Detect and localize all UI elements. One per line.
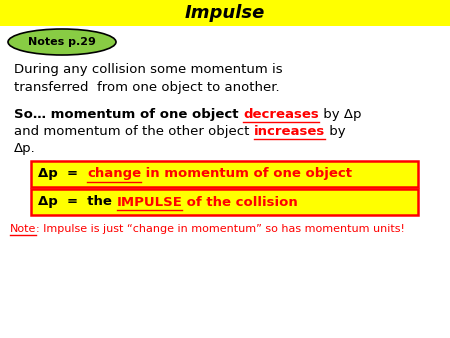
Text: of one object: of one object	[140, 108, 243, 121]
Text: decreases: decreases	[243, 108, 319, 121]
Text: change: change	[87, 168, 141, 180]
Text: by Δp: by Δp	[319, 108, 361, 121]
Text: So… momentum: So… momentum	[14, 108, 140, 121]
Text: Impulse: Impulse	[185, 4, 265, 22]
Text: Note: Note	[10, 224, 36, 234]
Text: Δp  =: Δp =	[38, 168, 87, 180]
Text: by: by	[325, 125, 346, 138]
Text: IMPULSE: IMPULSE	[117, 195, 182, 209]
Text: of the collision: of the collision	[182, 195, 298, 209]
Text: increases: increases	[254, 125, 325, 138]
FancyBboxPatch shape	[31, 189, 418, 215]
Text: and momentum of the other object: and momentum of the other object	[14, 125, 254, 138]
Ellipse shape	[8, 29, 116, 55]
FancyBboxPatch shape	[31, 161, 418, 187]
Text: in momentum of one object: in momentum of one object	[141, 168, 352, 180]
Text: Δp.: Δp.	[14, 142, 36, 155]
Text: During any collision some momentum is
transferred  from one object to another.: During any collision some momentum is tr…	[14, 63, 283, 94]
Text: Notes p.29: Notes p.29	[28, 37, 96, 47]
Text: : Impulse is just “change in momentum” so has momentum units!: : Impulse is just “change in momentum” s…	[36, 224, 405, 234]
FancyBboxPatch shape	[0, 0, 450, 26]
Text: Δp  =  the: Δp = the	[38, 195, 117, 209]
